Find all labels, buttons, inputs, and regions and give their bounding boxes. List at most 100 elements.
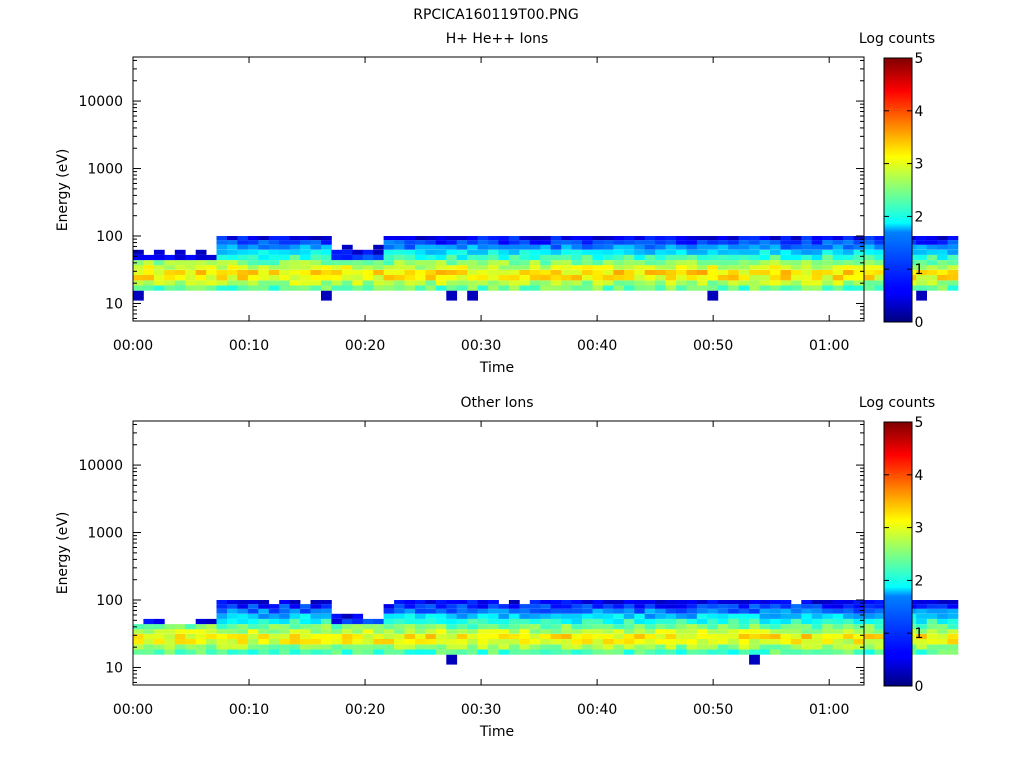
spectrogram-cell: [790, 274, 802, 281]
spectrogram-cell: [164, 633, 176, 639]
spectrogram-cell: [676, 608, 687, 614]
spectrogram-cell: [133, 265, 144, 270]
spectrogram-cell: [185, 638, 196, 645]
spectrogram-cell: [404, 260, 416, 266]
spectrogram-cell: [655, 608, 666, 614]
spectrogram-cell: [289, 260, 301, 266]
spectrogram-cell: [822, 618, 833, 625]
spectrogram-cell: [133, 624, 144, 630]
spectrogram-cell: [811, 280, 823, 286]
spectrogram-cell: [362, 260, 374, 266]
spectrogram-cell: [279, 608, 290, 614]
spectrogram-cell: [853, 249, 865, 255]
spectrogram-cell: [550, 285, 562, 291]
spectrogram-cell: [435, 249, 447, 255]
spectrogram-cell: [696, 613, 708, 619]
spectrogram-cell: [237, 649, 249, 655]
spectrogram-cell: [425, 254, 437, 261]
spectrogram-cell: [602, 638, 614, 645]
spectrogram-cell: [759, 624, 771, 630]
spectrogram-cell: [602, 649, 614, 655]
spectrogram-cell: [310, 265, 322, 270]
spectrogram-cell: [174, 269, 186, 275]
spectrogram-cell: [519, 608, 531, 614]
spectrogram-cell: [300, 608, 311, 614]
spectrogram-cell: [571, 265, 583, 270]
spectrogram-cell: [310, 608, 322, 614]
spectrogram-cell: [258, 240, 270, 245]
spectrogram-cell: [696, 644, 708, 650]
spectrogram-cell: [373, 629, 384, 634]
spectrogram-cell: [446, 624, 458, 630]
spectrogram-cell: [874, 624, 886, 630]
spectrogram-cell: [728, 280, 739, 286]
spectrogram-cell: [394, 240, 405, 245]
spectrogram-cell: [237, 604, 249, 609]
spectrogram-cell: [300, 260, 311, 266]
spectrogram-cell: [143, 254, 155, 261]
spectrogram-cell: [592, 260, 604, 266]
spectrogram-cell: [634, 240, 646, 245]
spectrogram-cell: [268, 633, 280, 639]
spectrogram-cell: [937, 249, 948, 255]
spectrogram-cell: [728, 269, 739, 275]
spectrogram-cell: [790, 624, 802, 630]
spectrogram-cell: [571, 624, 583, 630]
spectrogram-cell: [780, 236, 792, 241]
spectrogram-cell: [728, 604, 739, 609]
spectrogram-cell: [602, 644, 614, 650]
spectrogram-cell: [153, 649, 165, 655]
spectrogram-cell: [790, 269, 802, 275]
spectrogram-cell: [174, 285, 186, 291]
spectrogram-cell: [749, 249, 760, 255]
spectrogram-cell: [540, 274, 552, 281]
spectrogram-cell: [321, 280, 332, 286]
spectrogram-cell: [738, 649, 750, 655]
spectrogram-cell: [383, 629, 395, 634]
spectrogram-cell: [488, 644, 499, 650]
spectrogram-cell: [707, 638, 719, 645]
spectrogram-cell: [446, 608, 458, 614]
spectrogram-cell: [853, 274, 865, 281]
spectrogram-cell: [717, 608, 729, 614]
spectrogram-cell: [529, 604, 541, 609]
spectrogram-cell: [561, 236, 572, 241]
spectrogram-cell: [195, 638, 207, 645]
spectrogram-cell: [206, 285, 217, 291]
spectrogram-cell: [770, 254, 781, 261]
spectrogram-cell: [602, 244, 614, 250]
spectrogram-cell: [477, 244, 489, 250]
spectrogram-cell: [446, 249, 458, 255]
spectrogram-cell: [655, 638, 666, 645]
spectrogram-cell: [300, 236, 311, 241]
spectrogram-cell: [258, 260, 270, 266]
spectrogram-cell: [488, 249, 499, 255]
spectrogram-cell: [759, 638, 771, 645]
spectrogram-cell: [937, 260, 948, 266]
spectrogram-cell: [310, 633, 322, 639]
spectrogram-cell: [676, 624, 687, 630]
spectrogram-cell: [770, 600, 781, 605]
spectrogram-cell: [864, 265, 875, 270]
spectrogram-cell: [644, 618, 656, 625]
spectrogram-cell: [843, 265, 854, 270]
spectrogram-cell: [571, 608, 583, 614]
spectrogram-cell: [195, 629, 207, 634]
spectrogram-cell: [268, 285, 280, 291]
spectrogram-cell: [665, 260, 677, 266]
spectrogram-cell: [383, 236, 395, 241]
spectrogram-cell: [519, 644, 531, 650]
spectrogram-cell: [853, 254, 865, 261]
spectrogram-cell: [749, 629, 760, 634]
spectrogram-cell: [602, 265, 614, 270]
spectrogram-cell: [822, 629, 833, 634]
spectrogram-cell: [749, 624, 760, 630]
spectrogram-cell: [780, 260, 792, 266]
spectrogram-cell: [383, 274, 395, 281]
spectrogram-cell: [843, 608, 854, 614]
spectrogram-cell: [749, 244, 760, 250]
spectrogram-cell: [300, 240, 311, 245]
spectrogram-cell: [321, 629, 332, 634]
spectrogram-cell: [279, 236, 290, 241]
